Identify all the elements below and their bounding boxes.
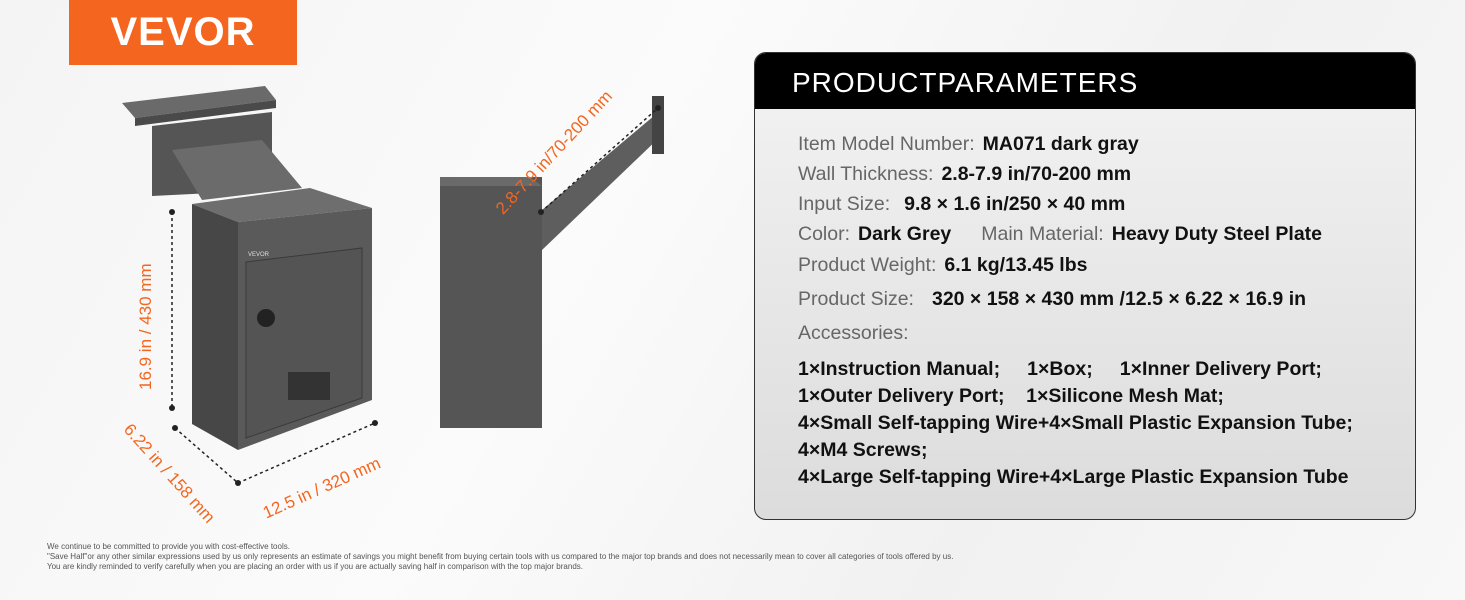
param-wall: Wall Thickness: 2.8-7.9 in/70-200 mm: [798, 163, 1132, 185]
param-size: Product Size: 320 × 158 × 430 mm /12.5 × …: [798, 288, 1307, 310]
accessory-line: 4×Large Self-tapping Wire+4×Large Plasti…: [798, 466, 1349, 488]
param-input-size: Input Size: 9.8 × 1.6 in/250 × 40 mm: [798, 193, 1126, 215]
disclaimer-line: "Save Half"or any other similar expressi…: [47, 552, 954, 561]
accessory-line: 4×M4 Screws;: [798, 439, 928, 461]
param-weight: Product Weight: 6.1 kg/13.45 lbs: [798, 254, 1088, 276]
param-color-material: Color: Dark Grey Main Material: Heavy Duty …: [798, 223, 1322, 245]
height-dimension: 16.9 in / 430 mm: [136, 263, 155, 390]
accessory-line: 4×Small Self-tapping Wire+4×Small Plasti…: [798, 412, 1353, 434]
dimension-lines: [171, 107, 659, 484]
product-parameters-panel: PRODUCTPARAMETERS Item Model Number: MA07…: [754, 52, 1416, 520]
mailbox-side-view: [440, 96, 664, 428]
product-illustration: VEVOR: [122, 86, 664, 486]
vevor-logo: VEVOR: [69, 0, 297, 65]
disclaimer-line: You are kindly reminded to verify carefu…: [47, 562, 583, 571]
accessory-line: 1×Instruction Manual; 1×Box; 1×Inner Del…: [798, 358, 1322, 380]
mailbox-front-view: VEVOR: [122, 86, 372, 450]
svg-text:VEVOR: VEVOR: [248, 252, 270, 258]
accessory-line: 1×Outer Delivery Port; 1×Silicone Mesh M…: [798, 385, 1224, 407]
param-accessories-label: Accessories:: [798, 322, 909, 344]
disclaimer: We continue to be committed to provide y…: [47, 542, 953, 572]
accessories-list: 1×Instruction Manual; 1×Box; 1×Inner Del…: [798, 356, 1353, 491]
panel-title: PRODUCTPARAMETERS: [755, 53, 1415, 109]
disclaimer-line: We continue to be committed to provide y…: [47, 542, 290, 551]
param-model: Item Model Number: MA071 dark gray: [798, 133, 1139, 155]
